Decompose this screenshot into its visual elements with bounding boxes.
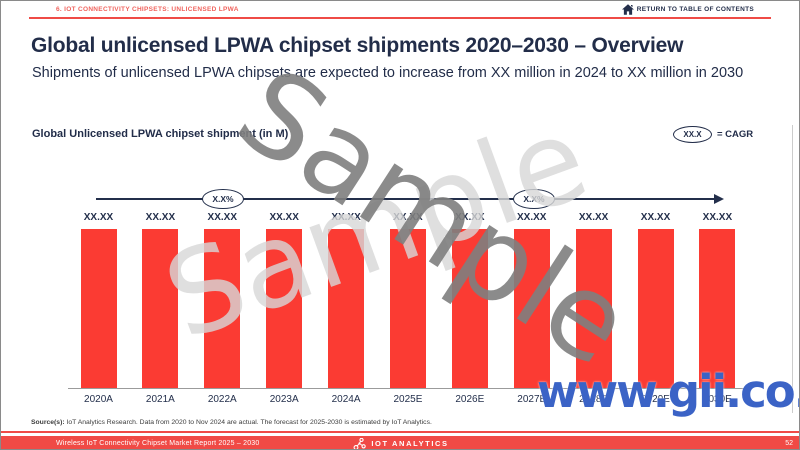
bar-value-label: XX.XX	[578, 212, 609, 223]
bar	[699, 229, 736, 388]
iot-analytics-logo-icon	[353, 437, 367, 449]
bar	[142, 229, 179, 388]
source-note: Source(s): IoT Analytics Research. Data …	[31, 419, 432, 426]
header-rule	[29, 17, 771, 19]
bar	[80, 229, 117, 388]
return-to-toc-label: RETURN TO TABLE OF CONTENTS	[636, 6, 754, 13]
x-axis-tick-label: 2021A	[145, 394, 175, 405]
bar	[389, 229, 426, 388]
bar	[513, 229, 550, 388]
right-divider-line	[792, 125, 793, 413]
x-axis-tick-label: 2025E	[393, 394, 423, 405]
bar	[204, 229, 241, 388]
section-label: 6. IOT CONNECTIVITY CHIPSETS: UNLICENSED…	[56, 6, 239, 13]
footer-report-title: Wireless IoT Connectivity Chipset Market…	[56, 440, 260, 447]
return-to-toc-link[interactable]: RETURN TO TABLE OF CONTENTS	[621, 4, 754, 15]
cagr-legend-label: = CAGR	[717, 129, 754, 140]
bar-column: XX.XX 2023A	[266, 212, 303, 405]
bar-column: XX.XX 2024A	[328, 212, 365, 405]
x-axis-tick-label: 2022A	[207, 394, 237, 405]
bar-column: XX.XX 2027E	[513, 212, 550, 405]
x-axis-tick-label: 2029E	[641, 394, 670, 405]
bar-column: XX.XX 2029E	[637, 212, 674, 405]
bar-column: XX.XX 2025E	[389, 212, 426, 405]
page-subtitle: Shipments of unlicensed LPWA chipsets ar…	[32, 65, 744, 81]
bar-value-label: XX.XX	[455, 212, 485, 223]
bar-columns: XX.XX 2020A XX.XX 2021A XX.XX 2022A XX.XX 2023A…	[80, 212, 736, 405]
bar-value-label: XX.XX	[207, 212, 238, 223]
bar-column: XX.XX 2030E	[699, 212, 736, 405]
cagr-arrow-head	[714, 194, 724, 204]
bar-column: XX.XX 2022A	[204, 212, 241, 405]
cagr-legend: XX.X = CAGR	[673, 126, 753, 143]
x-axis-tick-label: 2020A	[84, 394, 113, 405]
footer-brand: IOT ANALYTICS	[1, 437, 799, 449]
bar	[266, 229, 303, 388]
x-axis-tick-label: 2023A	[269, 394, 299, 405]
footer-bar: Wireless IoT Connectivity Chipset Market…	[1, 436, 799, 449]
bar-value-label: XX.XX	[393, 212, 423, 223]
cagr-oval-actual: X.X%	[202, 189, 244, 209]
bar-column: XX.XX 2021A	[142, 212, 179, 405]
bar-value-label: XX.XX	[269, 212, 299, 223]
x-axis-tick-label: 2027E	[517, 394, 547, 405]
source-prefix: Source(s):	[31, 419, 65, 426]
bar	[575, 229, 612, 388]
bar-value-label: XX.XX	[702, 212, 733, 223]
bar	[637, 229, 674, 388]
footer-brand-name: IOT ANALYTICS	[371, 439, 449, 448]
source-text: IoT Analytics Research. Data from 2020 t…	[64, 419, 432, 426]
page-number: 52	[785, 440, 793, 447]
footer-rule	[1, 431, 799, 433]
x-axis-tick-label: 2030E	[702, 394, 732, 405]
x-axis-tick-label: 2028E	[579, 394, 609, 405]
page-title: Global unlicensed LPWA chipset shipments…	[31, 34, 684, 57]
bar-value-label: XX.XX	[83, 212, 114, 223]
bar	[328, 229, 365, 388]
bar	[451, 229, 488, 388]
bar-column: XX.XX 2026E	[451, 212, 488, 405]
bar-value-label: XX.XX	[517, 212, 547, 223]
cagr-oval-forecast: X.X%	[513, 189, 555, 209]
bar-column: XX.XX 2028E	[575, 212, 612, 405]
chart-title: Global Unlicensed LPWA chipset shipment …	[32, 128, 289, 140]
bar-value-label: XX.XX	[640, 212, 671, 223]
bar-value-label: XX.XX	[145, 212, 176, 223]
home-icon	[621, 4, 634, 15]
x-axis-line	[68, 388, 748, 389]
x-axis-tick-label: 2026E	[455, 394, 485, 405]
bar-column: XX.XX 2020A	[80, 212, 117, 405]
bar-value-label: XX.XX	[331, 212, 361, 223]
cagr-legend-oval: XX.X	[673, 126, 712, 143]
cagr-arrow-line	[96, 198, 715, 200]
x-axis-tick-label: 2024A	[331, 394, 361, 405]
